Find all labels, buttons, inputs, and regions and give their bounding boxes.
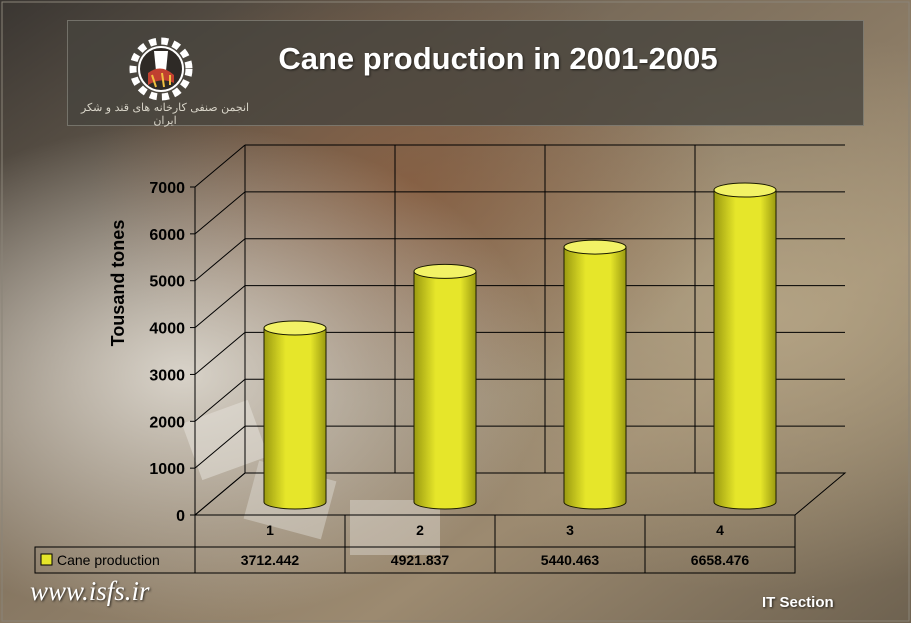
y-axis-ticks: 0 1000 2000 3000 4000 5000 6000 7000 [149,180,195,525]
y-tick-label: 5000 [149,274,185,291]
chart-title: Cane production in 2001-2005 [278,41,718,76]
bar-body [713,189,777,510]
header-panel: انجمن صنفی کارخانه های قند و شکر ایران C… [67,20,864,127]
bar-body [413,270,477,510]
x-tick-label: 3 [566,522,574,538]
gridline-diagonal [194,285,246,328]
y-tick-label: 7000 [149,180,185,197]
bar-series [263,182,777,510]
y-axis-label: Tousand tones [108,220,128,347]
bar-top [413,263,477,279]
bar-top [713,182,777,198]
data-table: Cane production 1 3712.442 2 4921.837 3 5440.4… [34,515,796,574]
bar [263,320,327,510]
logo-caption: انجمن صنفی کارخانه های قند و شکر ایران [80,101,250,127]
y-tick-label: 1000 [149,461,185,478]
x-tick-label: 4 [716,522,724,538]
y-tick-label: 2000 [149,414,185,431]
bar [563,239,627,510]
gridline-diagonal [194,472,246,516]
isfs-logo-icon [129,37,193,101]
bar-top [563,239,627,255]
data-label: 3712.442 [241,552,300,568]
gridline-diagonal [194,238,246,282]
y-tick-label: 6000 [149,227,185,244]
y-tick-label: 3000 [149,367,185,384]
y-tick-label: 0 [176,508,185,525]
data-label: 5440.463 [541,552,600,568]
x-tick-label: 2 [416,522,424,538]
y-tick-label: 4000 [149,321,185,338]
bar [413,263,477,510]
bar-body [563,246,627,510]
legend-series-name: Cane production [57,552,160,568]
data-label: 4921.837 [391,552,450,568]
bar-top [263,320,327,336]
gridline-diagonal [194,425,246,469]
bar [713,182,777,510]
site-url[interactable]: www.isfs.ir [30,576,150,606]
it-section-label: IT Section [762,594,834,611]
data-label: 6658.476 [691,552,750,568]
gridline-diagonal [194,191,246,235]
bar-body [263,327,327,510]
gridline-diagonal [194,144,246,188]
gridline-diagonal [194,378,246,422]
x-tick-label: 1 [266,522,274,538]
legend-swatch [40,553,53,566]
gridline-diagonal [194,332,246,375]
